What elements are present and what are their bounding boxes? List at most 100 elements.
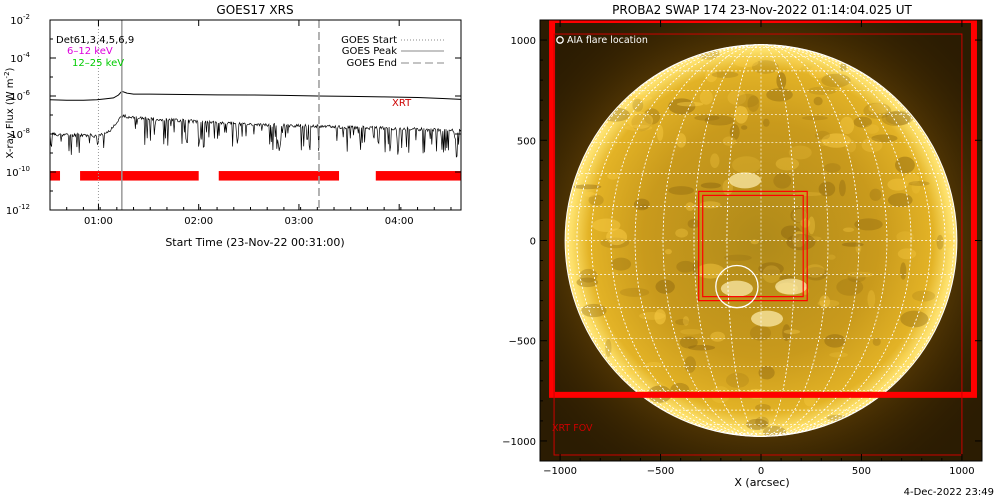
disk-texture-blob: [836, 278, 864, 296]
goes-chart: GOES17 XRS Start Time (23-Nov-22 00:31:0…: [3, 3, 462, 249]
goes-event-lines: [97, 20, 320, 210]
disk-texture-blob: [676, 133, 687, 148]
active-region-bright: [720, 280, 753, 297]
active-region-bright: [751, 310, 784, 327]
swap-xtick-label: 500: [852, 466, 871, 477]
goes-ytick-label: 10-6: [10, 89, 30, 103]
swap-xtick-label: −500: [647, 466, 674, 477]
disk-texture-blob: [813, 96, 823, 106]
disk-texture-blob: [808, 66, 826, 79]
disk-texture-blob: [826, 254, 836, 260]
solar-disk-texture: [573, 47, 955, 437]
disk-texture-blob: [821, 73, 851, 88]
disk-texture-blob: [688, 344, 716, 351]
disk-texture-blob: [792, 231, 806, 248]
disk-texture-blob: [679, 336, 698, 349]
disk-texture-blob: [581, 303, 607, 318]
disk-texture-blob: [710, 331, 726, 342]
disk-texture-blob: [885, 110, 914, 126]
disk-texture-blob: [696, 263, 725, 279]
disk-texture-blob: [676, 260, 695, 273]
goes-xrt-coverage-bars: [50, 171, 461, 181]
disk-texture-blob: [632, 98, 644, 112]
disk-texture-blob: [676, 101, 704, 107]
disk-texture-blob: [788, 145, 812, 160]
disk-texture-blob: [762, 265, 781, 283]
disk-texture-blob: [773, 173, 792, 189]
disk-texture-blob: [664, 248, 672, 255]
longitude-line: [591, 44, 931, 437]
active-region-bright: [775, 278, 808, 295]
goes-legend-left: Det61,3,4,5,6,9 6–12 keV 12–25 keV: [56, 35, 134, 69]
disk-texture-blob: [750, 239, 759, 245]
swap-ytick-label: −500: [509, 337, 536, 348]
disk-texture-blob: [872, 337, 881, 346]
disk-texture-blob: [734, 105, 748, 124]
goes-legend-right: GOES Start GOES Peak GOES End: [341, 35, 444, 69]
disk-texture-blob: [894, 352, 917, 369]
disk-texture-blob: [605, 339, 612, 357]
disk-texture-blob: [776, 72, 787, 90]
disk-texture-blob: [896, 231, 914, 243]
disk-texture-blob: [729, 124, 740, 141]
disk-texture-blob: [766, 88, 793, 102]
legend-goes-start: GOES Start: [341, 35, 397, 46]
goes-short-channel-line: [49, 113, 462, 158]
disk-texture-blob: [646, 361, 663, 368]
disk-texture-blob: [861, 137, 883, 153]
disk-texture-blob: [868, 103, 888, 114]
disk-texture-blob: [824, 163, 841, 173]
disk-texture-blob: [687, 218, 700, 229]
disk-texture-blob: [727, 90, 747, 106]
disk-texture-blob: [668, 186, 694, 195]
disk-texture-blob: [733, 58, 759, 68]
disk-texture-blob: [804, 267, 828, 281]
disk-texture-blob: [824, 334, 846, 348]
disk-texture-blob: [656, 124, 664, 141]
longitude-line: [576, 44, 946, 437]
disk-texture-blob: [900, 310, 929, 328]
disk-texture-blob: [829, 352, 848, 358]
disk-texture-blob: [749, 325, 772, 341]
disk-texture-blob: [762, 269, 782, 276]
disk-texture-blob: [758, 365, 775, 380]
disk-texture-blob: [838, 179, 846, 197]
disk-texture-blob: [736, 93, 759, 108]
disk-texture-blob: [943, 233, 955, 248]
disk-texture-blob: [747, 95, 760, 112]
xrt-fov-label: XRT FOV: [552, 423, 593, 434]
swap-ytick-label: −1000: [502, 437, 536, 448]
disk-texture-blob: [746, 418, 769, 430]
disk-texture-blob: [821, 133, 851, 148]
xrt-coverage-bar: [218, 171, 340, 181]
disk-texture-blob: [867, 290, 876, 309]
disk-texture-blob: [801, 115, 828, 121]
disk-texture-blob: [808, 216, 816, 235]
disk-texture-blob: [605, 120, 616, 128]
disk-texture-blob: [751, 60, 779, 74]
swap-xlabel: X (arcsec): [734, 476, 789, 489]
disk-texture-blob: [722, 136, 737, 146]
xrt-coverage-bar: [80, 171, 199, 181]
disk-texture-blob: [711, 71, 739, 78]
xrt-coverage-bar: [50, 171, 61, 181]
aia-legend-label: AIA flare location: [567, 35, 648, 46]
swap-image: [540, 20, 982, 461]
aia-legend-marker: [556, 36, 564, 44]
legend-detectors: Det61,3,4,5,6,9: [56, 35, 134, 46]
disk-texture-blob: [815, 130, 831, 141]
disk-texture-blob: [839, 116, 855, 135]
disk-texture-blob: [639, 204, 649, 210]
goes-ylabel: X-ray Flux (W m-2): [3, 67, 16, 158]
disk-texture-blob: [786, 233, 816, 251]
disk-texture-blob: [807, 86, 837, 95]
disk-texture-blob: [704, 115, 735, 126]
disk-texture-blob: [911, 180, 921, 194]
disk-texture-blob: [668, 98, 696, 115]
disk-texture-blob: [627, 112, 654, 129]
disk-texture-blob: [584, 192, 596, 197]
swap-ytick-label: 0: [530, 237, 536, 248]
disk-texture-blob: [854, 218, 883, 231]
disk-texture-blob: [675, 228, 689, 238]
